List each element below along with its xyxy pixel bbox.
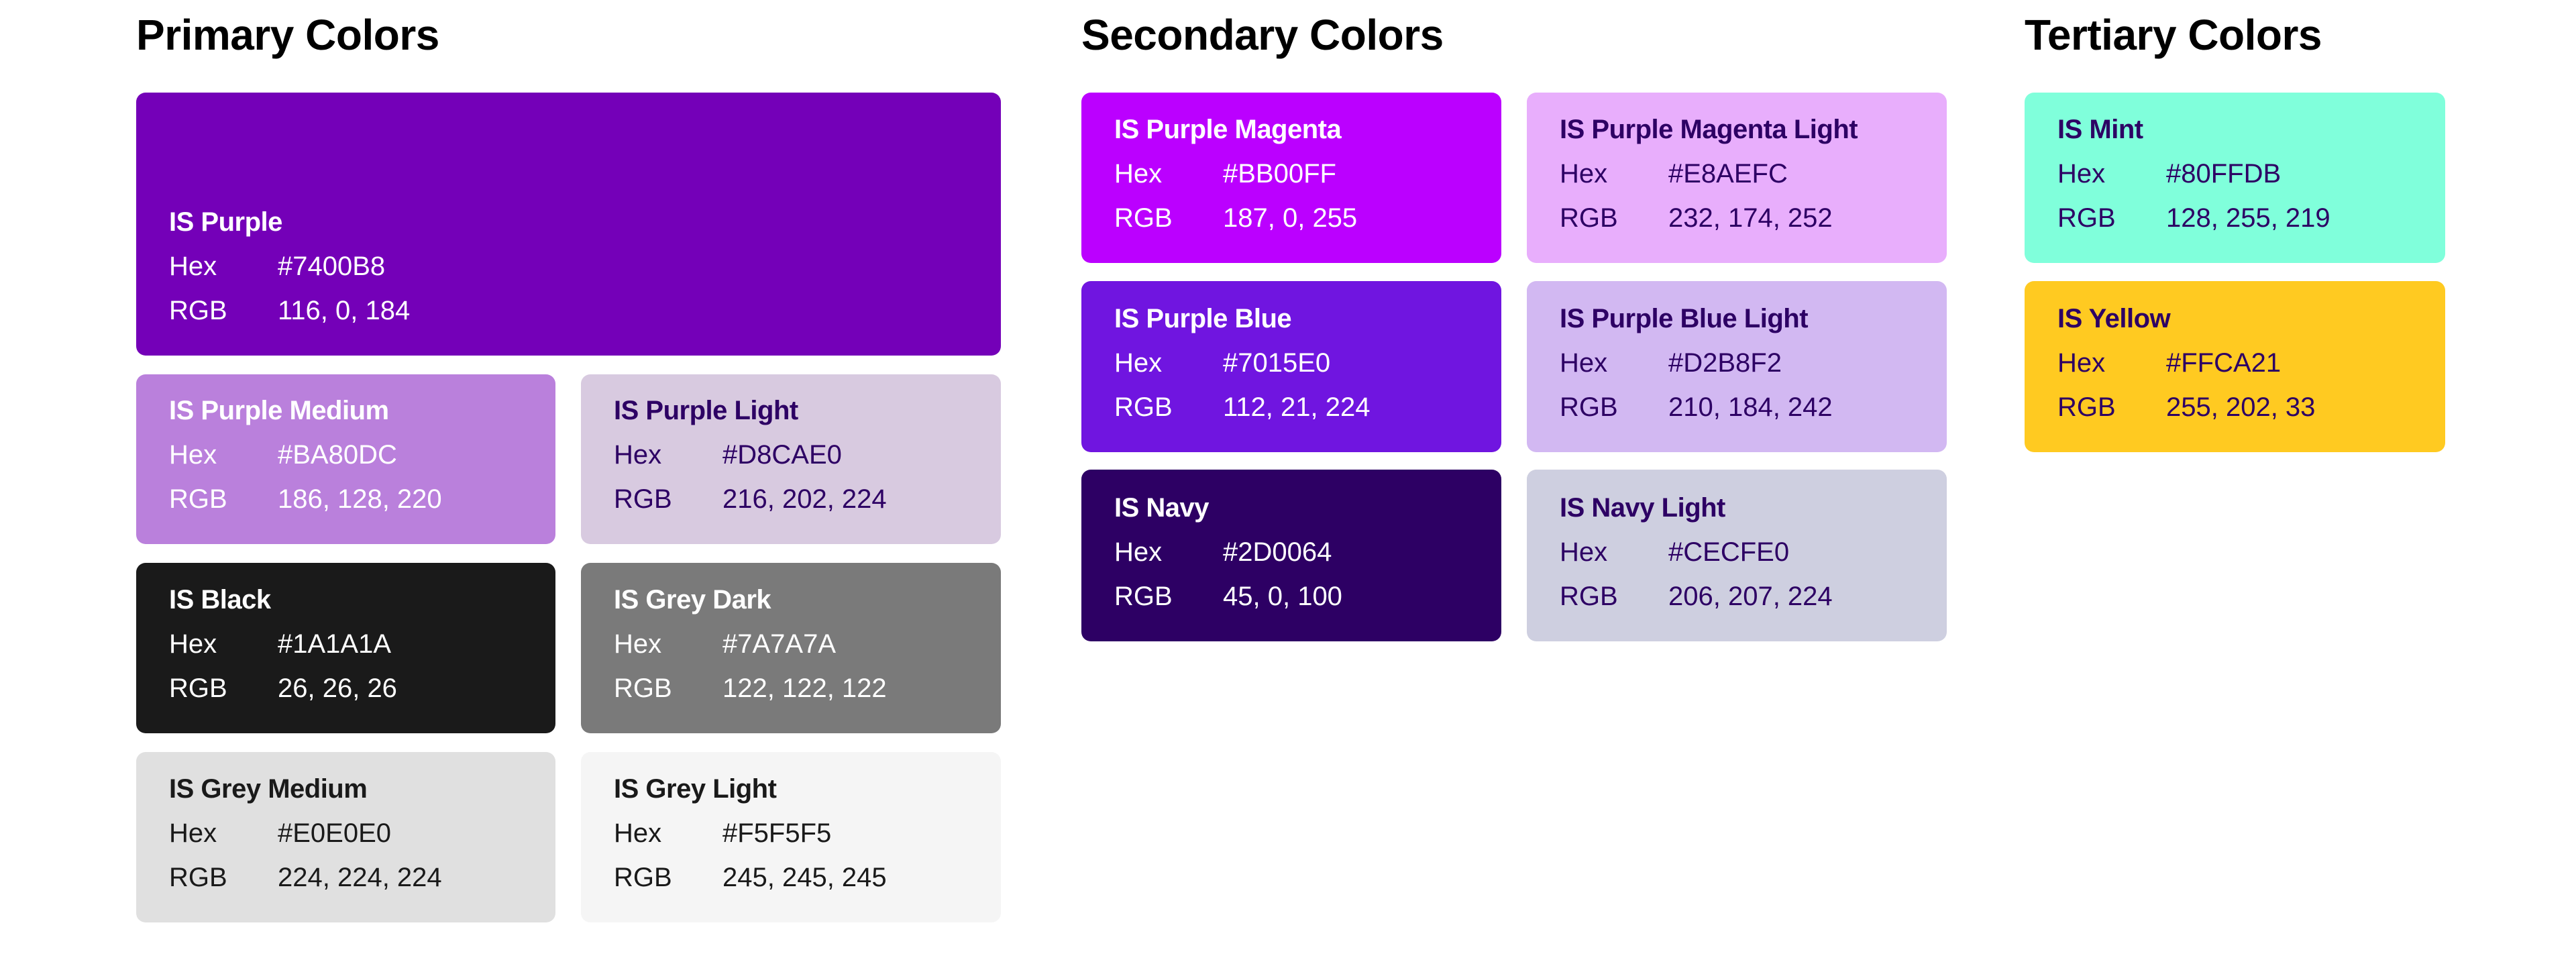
rgb-value: 187, 0, 255 [1223, 203, 1358, 233]
swatch-name: IS Purple Medium [169, 396, 389, 425]
swatch-name: IS Grey Dark [614, 585, 771, 615]
swatch-is-navy-light: IS Navy Light Hex #CECFE0 RGB 206, 207, 22… [1527, 470, 1947, 641]
hex-label: Hex [614, 440, 662, 470]
hex-label: Hex [169, 440, 217, 470]
rgb-label: RGB [614, 674, 672, 703]
rgb-value: 26, 26, 26 [278, 674, 397, 703]
rgb-value: 255, 202, 33 [2166, 392, 2316, 422]
swatch-is-purple-magenta: IS Purple Magenta Hex #BB00FF RGB 187, 0, … [1081, 93, 1501, 263]
swatch-is-purple-magenta-light: IS Purple Magenta Light Hex #E8AEFC RGB 23… [1527, 93, 1947, 263]
rgb-value: 216, 202, 224 [722, 484, 887, 514]
rgb-label: RGB [1560, 392, 1618, 422]
hex-value: #E0E0E0 [278, 818, 392, 848]
hex-label: Hex [1114, 537, 1163, 567]
hex-value: #2D0064 [1223, 537, 1332, 567]
primary-colors-title: Primary Colors [136, 11, 439, 59]
swatch-is-black: IS Black Hex #1A1A1A RGB 26, 26, 26 [136, 563, 555, 733]
hex-value: #7015E0 [1223, 348, 1331, 378]
swatch-is-grey-light: IS Grey Light Hex #F5F5F5 RGB 245, 245, 24… [581, 752, 1001, 922]
hex-value: #80FFDB [2166, 159, 2282, 189]
swatch-name: IS Purple Magenta Light [1560, 115, 1858, 144]
swatch-is-navy: IS Navy Hex #2D0064 RGB 45, 0, 100 [1081, 470, 1501, 641]
hex-label: Hex [1114, 348, 1163, 378]
swatch-name: IS Purple Blue Light [1560, 304, 1809, 333]
swatch-is-purple: IS Purple Hex #7400B8 RGB 116, 0, 184 [136, 93, 1001, 356]
swatch-name: IS Grey Light [614, 774, 777, 804]
secondary-colors-title: Secondary Colors [1081, 11, 1444, 59]
hex-label: Hex [169, 629, 217, 659]
swatch-is-purple-blue-light: IS Purple Blue Light Hex #D2B8F2 RGB 210, … [1527, 281, 1947, 452]
rgb-label: RGB [169, 863, 227, 892]
swatch-name: IS Grey Medium [169, 774, 368, 804]
rgb-value: 206, 207, 224 [1668, 582, 1833, 611]
rgb-value: 245, 245, 245 [722, 863, 887, 892]
hex-value: #D2B8F2 [1668, 348, 1782, 378]
hex-label: Hex [169, 818, 217, 848]
swatch-name: IS Purple Blue [1114, 304, 1292, 333]
hex-value: #D8CAE0 [722, 440, 842, 470]
rgb-value: 186, 128, 220 [278, 484, 442, 514]
tertiary-colors-title: Tertiary Colors [2025, 11, 2322, 59]
hex-label: Hex [2057, 159, 2106, 189]
swatch-name: IS Mint [2057, 115, 2143, 144]
swatch-name: IS Purple [169, 207, 282, 237]
hex-value: #F5F5F5 [722, 818, 832, 848]
swatch-is-purple-light: IS Purple Light Hex #D8CAE0 RGB 216, 202, … [581, 374, 1001, 544]
rgb-label: RGB [1560, 582, 1618, 611]
hex-value: #1A1A1A [278, 629, 392, 659]
rgb-label: RGB [1114, 392, 1173, 422]
hex-value: #7A7A7A [722, 629, 837, 659]
swatch-name: IS Navy Light [1560, 493, 1725, 523]
rgb-value: 210, 184, 242 [1668, 392, 1833, 422]
hex-value: #7400B8 [278, 252, 386, 281]
rgb-value: 45, 0, 100 [1223, 582, 1342, 611]
rgb-label: RGB [169, 484, 227, 514]
hex-label: Hex [614, 629, 662, 659]
rgb-label: RGB [169, 296, 227, 325]
hex-label: Hex [1560, 159, 1608, 189]
swatch-name: IS Navy [1114, 493, 1210, 523]
hex-value: #FFCA21 [2166, 348, 2282, 378]
swatch-name: IS Purple Light [614, 396, 798, 425]
hex-label: Hex [169, 252, 217, 281]
hex-label: Hex [614, 818, 662, 848]
swatch-is-yellow: IS Yellow Hex #FFCA21 RGB 255, 202, 33 [2025, 281, 2445, 452]
rgb-label: RGB [2057, 203, 2116, 233]
rgb-label: RGB [1114, 582, 1173, 611]
hex-label: Hex [1114, 159, 1163, 189]
swatch-is-purple-medium: IS Purple Medium Hex #BA80DC RGB 186, 128,… [136, 374, 555, 544]
swatch-is-grey-dark: IS Grey Dark Hex #7A7A7A RGB 122, 122, 122 [581, 563, 1001, 733]
swatch-is-mint: IS Mint Hex #80FFDB RGB 128, 255, 219 [2025, 93, 2445, 263]
rgb-label: RGB [1560, 203, 1618, 233]
swatch-name: IS Black [169, 585, 271, 615]
rgb-label: RGB [614, 484, 672, 514]
swatch-is-purple-blue: IS Purple Blue Hex #7015E0 RGB 112, 21, 22… [1081, 281, 1501, 452]
rgb-label: RGB [169, 674, 227, 703]
swatch-name: IS Purple Magenta [1114, 115, 1342, 144]
rgb-label: RGB [2057, 392, 2116, 422]
rgb-value: 128, 255, 219 [2166, 203, 2330, 233]
rgb-value: 112, 21, 224 [1223, 392, 1371, 422]
hex-value: #BB00FF [1223, 159, 1336, 189]
hex-value: #CECFE0 [1668, 537, 1790, 567]
rgb-value: 232, 174, 252 [1668, 203, 1833, 233]
rgb-value: 224, 224, 224 [278, 863, 442, 892]
hex-label: Hex [1560, 348, 1608, 378]
rgb-value: 116, 0, 184 [278, 296, 411, 325]
swatch-is-grey-medium: IS Grey Medium Hex #E0E0E0 RGB 224, 224, 2… [136, 752, 555, 922]
hex-value: #E8AEFC [1668, 159, 1788, 189]
rgb-label: RGB [614, 863, 672, 892]
rgb-label: RGB [1114, 203, 1173, 233]
hex-label: Hex [2057, 348, 2106, 378]
hex-label: Hex [1560, 537, 1608, 567]
swatch-name: IS Yellow [2057, 304, 2171, 333]
rgb-value: 122, 122, 122 [722, 674, 887, 703]
hex-value: #BA80DC [278, 440, 397, 470]
